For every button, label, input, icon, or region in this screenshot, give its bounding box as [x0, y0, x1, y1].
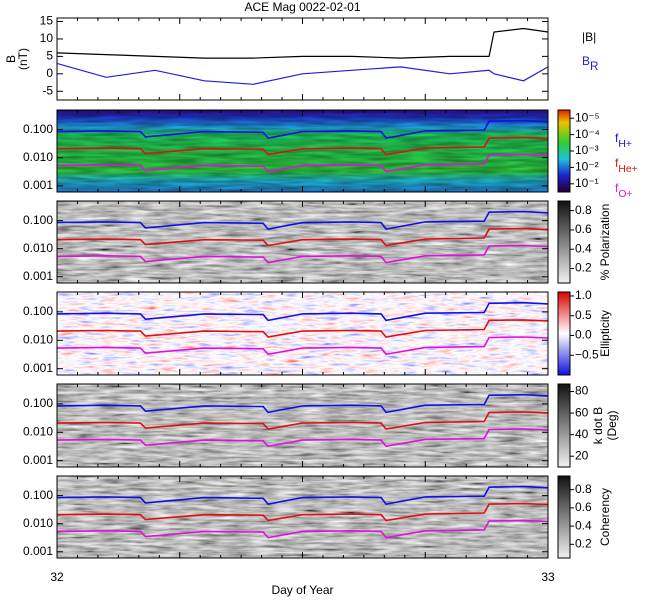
series-line	[56, 485, 549, 505]
colorbar-tick-label: −0.5	[575, 347, 599, 361]
y-tick-label: 0.100	[23, 488, 53, 502]
y-tick-label: 0.001	[23, 361, 53, 375]
series-line	[56, 27, 549, 59]
y-tick-label: 0.100	[23, 122, 53, 136]
x-axis-label: Day of Year	[271, 583, 333, 597]
legend-subscript: He+	[618, 164, 637, 175]
legend-label: B	[582, 54, 590, 68]
series-line	[56, 227, 549, 247]
colorbar-tick-label: 0.8	[575, 482, 592, 496]
legend-entry: |B|	[582, 30, 596, 44]
series-line	[56, 62, 549, 85]
colorbar-tick-label: 0.2	[575, 537, 592, 551]
legend-label: f	[615, 131, 619, 145]
y-tick-label: 0.010	[23, 332, 53, 346]
y-tick-label: 0.010	[23, 150, 53, 164]
colorbar-label: % Polarization	[598, 204, 612, 281]
legend-entry: BR	[582, 54, 598, 73]
series-line	[56, 244, 549, 264]
series-line	[56, 411, 549, 430]
series-line	[56, 502, 549, 522]
y-tick-label: 0.100	[23, 304, 53, 318]
legend-entry: fO+	[615, 181, 633, 200]
series-line	[56, 301, 549, 322]
y-tick-label: -5	[42, 83, 53, 97]
spectrogram-image	[57, 384, 548, 467]
y-tick-label: 0.010	[23, 241, 53, 255]
colorbar-tick-label: 0.6	[575, 222, 592, 236]
colorbar-tick-label: 0.6	[575, 500, 592, 514]
colorbar	[557, 383, 571, 468]
colorbar-tick-label: 0.5	[575, 308, 592, 322]
colorbar	[557, 475, 571, 559]
series-line	[56, 428, 549, 448]
y-tick-label: 5	[46, 49, 53, 63]
x-tick-label: 32	[50, 570, 64, 584]
series-line	[56, 319, 549, 338]
legend-subscript: H+	[618, 139, 632, 150]
colorbar-tick-label: 0.0	[575, 328, 592, 342]
colorbar	[557, 200, 571, 284]
series-line	[56, 153, 549, 173]
legend-label: f	[615, 156, 619, 170]
series-line	[56, 336, 549, 356]
legend-subscript: R	[590, 60, 598, 73]
colorbar-tick-label: 10⁻⁴	[575, 127, 600, 141]
y-tick-label: 0.001	[23, 544, 53, 558]
spectrogram-image	[57, 201, 548, 283]
colorbar-tick-label: 10⁻⁵	[575, 110, 600, 124]
legend-entry: fHe+	[615, 156, 638, 175]
y-tick-label: 0.001	[23, 269, 53, 283]
colorbar-label: k dot B	[591, 407, 605, 444]
colorbar-tick-label: 10⁻²	[575, 160, 599, 174]
y-tick-label: 0.001	[23, 178, 53, 192]
colorbar	[557, 291, 571, 376]
y-tick-label: 10	[40, 31, 54, 45]
colorbar-tick-label: 60	[575, 405, 589, 419]
colorbar-tick-label: 20	[575, 448, 589, 462]
colorbar-tick-label: 0.4	[575, 241, 592, 255]
legend-label: |B|	[582, 30, 596, 44]
colorbar-tick-label: 10⁻¹	[575, 176, 599, 190]
colorbar-tick-label: 0.8	[575, 203, 592, 217]
y-tick-label: 0.010	[23, 424, 53, 438]
y-axis-label: (nT)	[16, 48, 30, 70]
colorbar-tick-label: 80	[575, 384, 589, 398]
colorbar	[557, 109, 571, 193]
spectrogram-image	[57, 476, 548, 558]
y-tick-label: 0.010	[23, 516, 53, 530]
colorbar-label: Ellipticity	[598, 310, 612, 357]
colorbar-label: Coherency	[598, 488, 612, 546]
y-tick-label: 0.100	[23, 213, 53, 227]
y-tick-label: 15	[40, 14, 54, 28]
spectrogram-texture	[57, 110, 548, 192]
legend-label: f	[615, 181, 619, 195]
y-tick-label: 0.001	[23, 453, 53, 467]
series-line	[56, 519, 549, 539]
series-line	[56, 119, 549, 139]
legend-subscript: O+	[618, 189, 632, 200]
y-tick-label: 0.100	[23, 396, 53, 410]
y-tick-label: 0	[46, 66, 53, 80]
legend-entry: fH+	[615, 131, 632, 150]
colorbar-label: (Deg)	[605, 410, 619, 440]
spectrogram-image	[57, 292, 548, 375]
colorbar-tick-label: 0.2	[575, 261, 592, 275]
plot-frame	[56, 17, 549, 101]
series-line	[56, 210, 549, 230]
colorbar-tick-label: 40	[575, 427, 589, 441]
chart-title: ACE Mag 0022-02-01	[244, 0, 360, 14]
colorbar-tick-label: 0.4	[575, 518, 592, 532]
x-tick-label: 33	[541, 570, 555, 584]
colorbar-tick-label: 10⁻³	[575, 143, 599, 157]
colorbar-tick-label: 1.0	[575, 288, 592, 302]
series-line	[56, 136, 549, 156]
y-axis-label: B	[4, 55, 18, 63]
series-line	[56, 393, 549, 414]
